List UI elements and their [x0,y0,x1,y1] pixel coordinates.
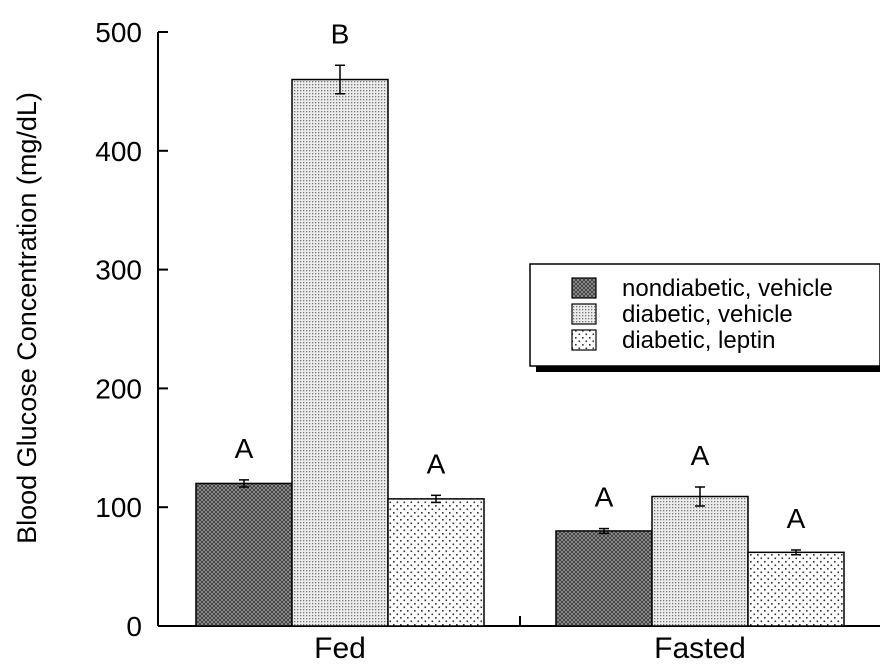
bar-fed-1 [291,78,389,627]
significance-label: A [427,448,446,479]
legend-swatch [571,329,597,351]
bar-fasted-2 [747,551,845,627]
significance-label: B [331,18,350,49]
significance-label: A [235,433,254,464]
category-label-fasted: Fasted [654,632,746,664]
legend-swatch [571,303,597,325]
y-axis-title: Blood Glucose Concentration (mg/dL) [12,92,42,544]
y-tick-label: 300 [95,255,142,286]
legend-label: nondiabetic, vehicle [622,275,833,302]
y-tick-label: 100 [95,492,142,523]
legend-swatch [571,277,597,299]
y-tick-label: 200 [95,373,142,404]
y-tick-label: 500 [95,17,142,48]
category-label-fed: Fed [314,632,366,664]
bar-fasted-0 [555,530,653,627]
error-bars [239,64,801,556]
legend-label: diabetic, vehicle [622,301,793,328]
bar-fed-0 [195,482,293,627]
bars [195,78,845,627]
legend-label: diabetic, leptin [622,327,775,354]
significance-label: A [595,482,614,513]
significance-labels: A B A A A A [235,18,806,534]
y-tick-label: 0 [126,611,142,642]
y-tick-label: 400 [95,136,142,167]
bar-fed-2 [387,498,485,627]
significance-label: A [691,440,710,471]
bar-fasted-1 [651,495,749,627]
category-labels: Fed Fasted [314,632,746,664]
significance-label: A [787,503,806,534]
